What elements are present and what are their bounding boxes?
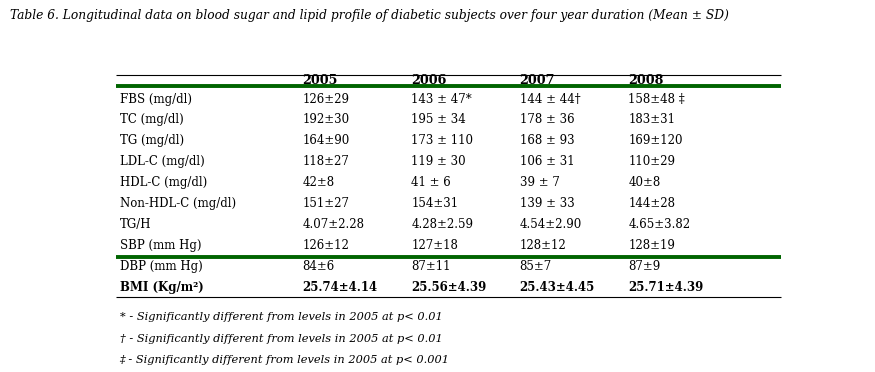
Text: † - Significantly different from levels in 2005 at p< 0.01: † - Significantly different from levels …: [120, 334, 442, 344]
Text: 25.71±4.39: 25.71±4.39: [628, 281, 704, 294]
Text: 127±18: 127±18: [411, 239, 458, 252]
Text: BMI (Kg/m²): BMI (Kg/m²): [120, 281, 203, 294]
Text: 4.07±2.28: 4.07±2.28: [303, 218, 365, 231]
Text: 158±48 ‡: 158±48 ‡: [628, 93, 685, 106]
Text: 42±8: 42±8: [303, 176, 335, 189]
Text: 4.65±3.82: 4.65±3.82: [628, 218, 690, 231]
Text: 25.43±4.45: 25.43±4.45: [520, 281, 595, 294]
Text: 4.28±2.59: 4.28±2.59: [411, 218, 473, 231]
Text: 41 ± 6: 41 ± 6: [411, 176, 451, 189]
Text: 87±11: 87±11: [411, 260, 451, 273]
Text: TG (mg/dl): TG (mg/dl): [120, 134, 184, 147]
Text: 128±12: 128±12: [520, 239, 566, 252]
Text: 2006: 2006: [411, 74, 446, 87]
Text: 84±6: 84±6: [303, 260, 335, 273]
Text: 151±27: 151±27: [303, 197, 350, 210]
Text: Non-HDL-C (mg/dl): Non-HDL-C (mg/dl): [120, 197, 235, 210]
Text: 2008: 2008: [628, 74, 663, 87]
Text: 118±27: 118±27: [303, 155, 349, 168]
Text: 106 ± 31: 106 ± 31: [520, 155, 574, 168]
Text: 119 ± 30: 119 ± 30: [411, 155, 466, 168]
Text: DBP (mm Hg): DBP (mm Hg): [120, 260, 202, 273]
Text: 126±12: 126±12: [303, 239, 349, 252]
Text: SBP (mm Hg): SBP (mm Hg): [120, 239, 201, 252]
Text: 110±29: 110±29: [628, 155, 676, 168]
Text: LDL-C (mg/dl): LDL-C (mg/dl): [120, 155, 204, 168]
Text: 85±7: 85±7: [520, 260, 552, 273]
Text: 195 ± 34: 195 ± 34: [411, 113, 466, 126]
Text: 144±28: 144±28: [628, 197, 676, 210]
Text: 139 ± 33: 139 ± 33: [520, 197, 574, 210]
Text: FBS (mg/dl): FBS (mg/dl): [120, 93, 192, 106]
Text: 192±30: 192±30: [303, 113, 350, 126]
Text: 168 ± 93: 168 ± 93: [520, 134, 574, 147]
Text: 178 ± 36: 178 ± 36: [520, 113, 574, 126]
Text: 143 ± 47*: 143 ± 47*: [411, 93, 472, 106]
Text: 40±8: 40±8: [628, 176, 661, 189]
Text: 173 ± 110: 173 ± 110: [411, 134, 473, 147]
Text: 183±31: 183±31: [628, 113, 676, 126]
Text: 154±31: 154±31: [411, 197, 459, 210]
Text: 126±29: 126±29: [303, 93, 350, 106]
Text: 39 ± 7: 39 ± 7: [520, 176, 559, 189]
Text: 144 ± 44†: 144 ± 44†: [520, 93, 580, 106]
Text: 169±120: 169±120: [628, 134, 682, 147]
Text: 164±90: 164±90: [303, 134, 350, 147]
Text: 2005: 2005: [303, 74, 338, 87]
Text: * - Significantly different from levels in 2005 at p< 0.01: * - Significantly different from levels …: [120, 312, 442, 323]
Text: HDL-C (mg/dl): HDL-C (mg/dl): [120, 176, 206, 189]
Text: 4.54±2.90: 4.54±2.90: [520, 218, 582, 231]
Text: 25.56±4.39: 25.56±4.39: [411, 281, 487, 294]
Text: 25.74±4.14: 25.74±4.14: [303, 281, 378, 294]
Text: TC (mg/dl): TC (mg/dl): [120, 113, 183, 126]
Text: Table 6. Longitudinal data on blood sugar and lipid profile of diabetic subjects: Table 6. Longitudinal data on blood suga…: [10, 9, 730, 22]
Text: 87±9: 87±9: [628, 260, 661, 273]
Text: 128±19: 128±19: [628, 239, 675, 252]
Text: ‡ - Significantly different from levels in 2005 at p< 0.001: ‡ - Significantly different from levels …: [120, 355, 450, 365]
Text: 2007: 2007: [520, 74, 555, 87]
Text: TG/H: TG/H: [120, 218, 151, 231]
